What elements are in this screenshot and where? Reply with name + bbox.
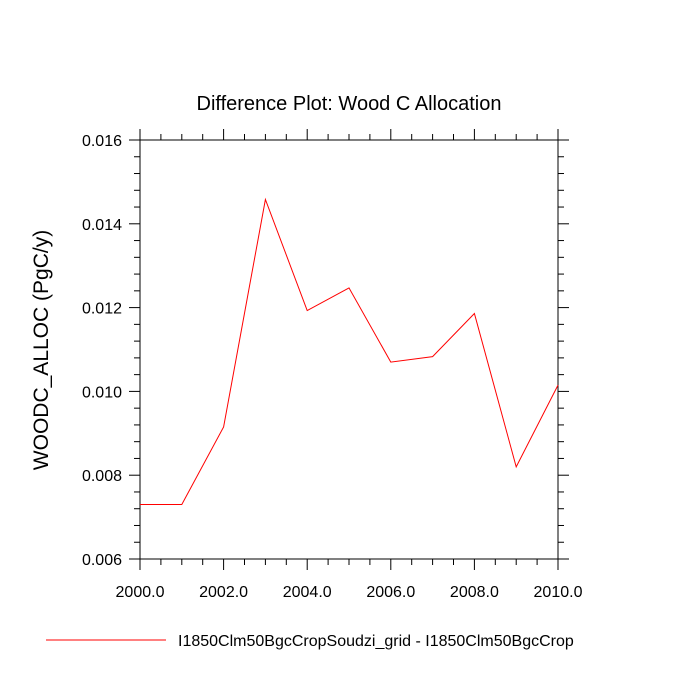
- legend-entry-label: I1850Clm50BgcCropSoudzi_grid - I1850Clm5…: [178, 633, 574, 650]
- plot-frame: [139, 139, 559, 560]
- y-tick-label: 0.014: [82, 217, 122, 234]
- axis-ticks: [129, 129, 569, 570]
- chart-title: Difference Plot: Wood C Allocation: [197, 93, 502, 115]
- y-axis-label: WOODC_ALLOC (PgC/y): [30, 230, 53, 470]
- y-tick-label: 0.016: [82, 133, 122, 150]
- y-tick-label: 0.006: [82, 552, 122, 569]
- legend: I1850Clm50BgcCropSoudzi_grid - I1850Clm5…: [46, 633, 574, 650]
- x-tick-label: 2008.0: [450, 584, 499, 601]
- axis-tick-labels: 2000.0 2002.0 2004.0 2006.0 2008.0 2010.0 0.00…: [82, 133, 583, 601]
- x-tick-label: 2002.0: [199, 584, 248, 601]
- y-tick-label: 0.012: [82, 301, 122, 318]
- series-line: [140, 197, 559, 506]
- series-lines: [140, 197, 559, 506]
- y-tick-label: 0.008: [82, 468, 122, 485]
- x-tick-label: 2000.0: [116, 584, 165, 601]
- x-tick-label: 2010.0: [534, 584, 583, 601]
- x-tick-label: 2006.0: [366, 584, 415, 601]
- x-tick-label: 2004.0: [283, 584, 332, 601]
- y-tick-label: 0.010: [82, 384, 122, 401]
